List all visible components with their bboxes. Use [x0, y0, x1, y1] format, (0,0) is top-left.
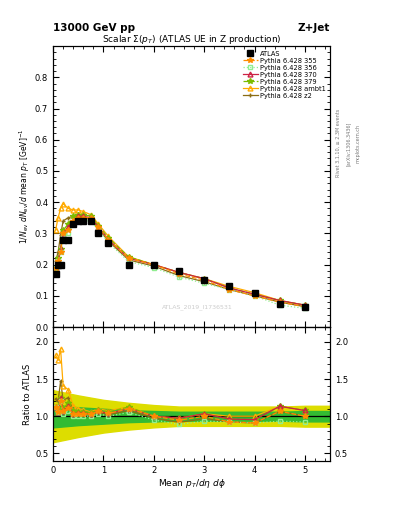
Legend: ATLAS, Pythia 6.428 355, Pythia 6.428 356, Pythia 6.428 370, Pythia 6.428 379, P: ATLAS, Pythia 6.428 355, Pythia 6.428 35… — [242, 50, 327, 100]
Y-axis label: Ratio to ATLAS: Ratio to ATLAS — [23, 364, 32, 424]
Text: mcplots.cern.ch: mcplots.cern.ch — [356, 124, 361, 163]
Text: Z+Jet: Z+Jet — [298, 23, 330, 33]
X-axis label: Mean $p_T/d\eta\ d\phi$: Mean $p_T/d\eta\ d\phi$ — [158, 477, 226, 490]
Text: Rivet 3.1.10, ≥ 2.3M events: Rivet 3.1.10, ≥ 2.3M events — [336, 109, 341, 178]
Text: ATLAS_2019_I1736531: ATLAS_2019_I1736531 — [162, 305, 233, 310]
Text: 13000 GeV pp: 13000 GeV pp — [53, 23, 135, 33]
Y-axis label: $1/N_{\mathregular{ev}}\ dN_{\mathregular{ev}}/d$ mean $p_T\ [\mathregular{GeV}]: $1/N_{\mathregular{ev}}\ dN_{\mathregula… — [18, 129, 32, 244]
Title: Scalar $\Sigma(p_T)$ (ATLAS UE in Z production): Scalar $\Sigma(p_T)$ (ATLAS UE in Z prod… — [102, 33, 281, 46]
Text: [arXiv:1306.3436]: [arXiv:1306.3436] — [346, 121, 351, 165]
